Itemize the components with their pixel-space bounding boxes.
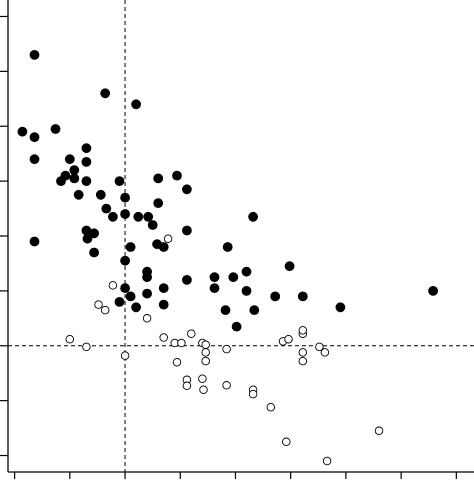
filled-point	[69, 173, 80, 184]
open-point	[198, 374, 207, 383]
open-point	[298, 348, 308, 357]
filled-point	[125, 242, 136, 252]
filled-point	[120, 192, 130, 203]
open-point	[163, 234, 173, 243]
filled-point	[125, 291, 136, 302]
filled-point	[228, 272, 239, 283]
filled-point	[89, 247, 99, 258]
filled-point	[82, 233, 93, 244]
filled-point	[114, 297, 125, 307]
filled-point	[248, 211, 259, 222]
filled-point	[100, 88, 111, 99]
filled-point	[142, 288, 153, 299]
filled-point	[241, 266, 252, 277]
filled-point	[182, 184, 192, 195]
filled-point	[153, 173, 164, 184]
open-point	[248, 389, 258, 399]
filled-point	[428, 286, 439, 296]
open-point	[187, 329, 196, 338]
open-point	[322, 456, 332, 466]
filled-point	[209, 283, 220, 294]
open-point	[159, 333, 168, 342]
filled-point	[158, 299, 169, 310]
filled-point	[133, 211, 144, 222]
filled-point	[284, 261, 295, 272]
filled-point	[81, 176, 92, 187]
open-point	[108, 281, 118, 290]
filled-point	[209, 272, 220, 283]
filled-point	[158, 242, 169, 252]
filled-point	[89, 228, 99, 239]
open-point	[298, 356, 308, 366]
filled-point	[64, 154, 75, 165]
open-point	[298, 326, 308, 335]
open-point	[201, 340, 210, 349]
filled-point	[120, 209, 130, 219]
filled-point	[120, 255, 130, 266]
open-point	[120, 351, 130, 360]
filled-point	[143, 211, 154, 222]
open-point	[94, 300, 103, 309]
filled-point	[241, 286, 252, 296]
filled-point	[50, 124, 61, 134]
filled-point	[60, 170, 71, 181]
filled-point	[249, 305, 260, 316]
filled-point	[17, 126, 28, 137]
open-point	[182, 381, 192, 391]
open-point	[320, 348, 330, 357]
open-point	[374, 426, 384, 436]
filled-point	[131, 302, 142, 313]
open-point	[266, 402, 276, 412]
filled-point	[153, 198, 164, 209]
filled-point	[172, 170, 182, 181]
filled-point	[182, 225, 192, 236]
data-points	[17, 50, 439, 466]
filled-point	[95, 189, 106, 200]
open-point	[65, 334, 75, 344]
filled-point	[270, 291, 281, 302]
open-point	[201, 356, 210, 366]
open-point	[282, 437, 291, 447]
filled-point	[81, 157, 92, 167]
filled-point	[131, 99, 142, 110]
filled-point	[142, 272, 153, 283]
open-point	[142, 314, 152, 323]
plot-frame	[7, 0, 474, 473]
filled-point	[73, 189, 84, 200]
filled-point	[81, 143, 92, 154]
filled-point	[101, 203, 112, 214]
filled-point	[297, 291, 308, 302]
filled-point	[220, 305, 231, 316]
open-point	[315, 342, 324, 352]
filled-point	[29, 154, 40, 165]
filled-point	[108, 211, 118, 222]
open-point	[82, 342, 91, 352]
open-point	[222, 344, 231, 354]
filled-point	[29, 132, 40, 143]
axis-ticks	[0, 15, 457, 479]
filled-point	[29, 50, 40, 60]
open-point	[201, 348, 210, 357]
filled-point	[147, 220, 158, 230]
filled-point	[158, 283, 169, 294]
open-point	[177, 338, 186, 348]
filled-point	[69, 165, 80, 176]
filled-point	[182, 275, 192, 285]
filled-point	[335, 302, 346, 313]
filled-point	[231, 321, 242, 332]
filled-point	[29, 236, 40, 247]
open-point	[172, 357, 182, 367]
open-point	[222, 381, 231, 390]
open-point	[100, 305, 110, 315]
filled-point	[120, 283, 130, 294]
filled-point	[222, 242, 233, 252]
open-point	[199, 385, 208, 394]
open-point	[284, 334, 293, 344]
filled-point	[114, 176, 125, 187]
reference-lines	[8, 0, 474, 472]
